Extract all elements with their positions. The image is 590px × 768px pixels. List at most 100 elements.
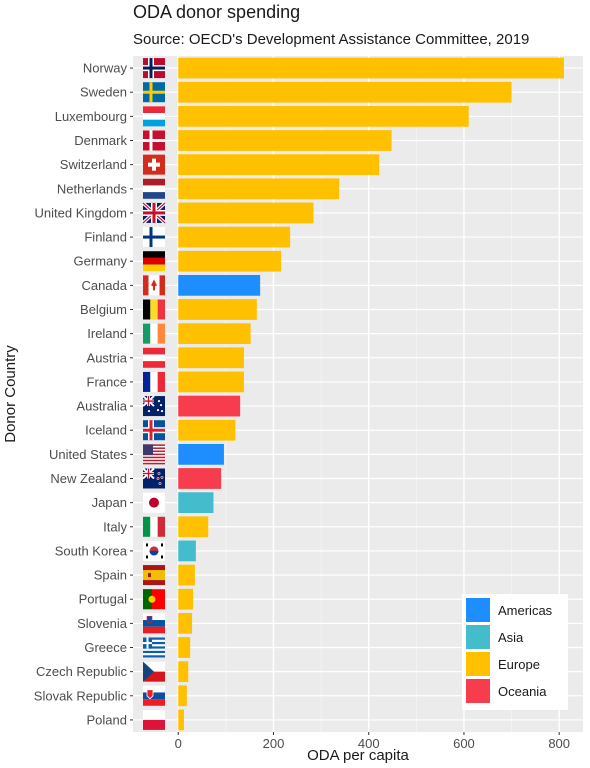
germany-flag [143,251,165,272]
greece-flag [143,637,165,658]
bar [178,661,189,683]
bar [178,516,209,538]
finland-flag [143,227,165,248]
legend-label: Americas [498,603,553,618]
belgium-flag [143,299,165,320]
legend-key [466,652,490,676]
bar [178,419,236,441]
bars [178,57,564,731]
bar [178,709,184,731]
y-tick-label: Japan [92,495,127,510]
czech-republic-flag [143,661,165,682]
x-axis: 0 200 400 600 800 [175,732,570,751]
legend-label: Oceania [498,684,547,699]
bar [178,57,564,79]
bar [178,347,244,369]
bar [178,323,251,345]
chart-subtitle: Source: OECD's Development Assistance Co… [133,31,530,48]
bar [178,226,291,248]
bar [178,443,224,465]
y-tick-label: Portugal [79,592,128,607]
y-tick-label: Netherlands [57,181,128,196]
slovak-republic-flag [143,685,165,706]
canada-flag [143,275,165,296]
bar [178,588,193,610]
bar [178,612,193,634]
y-tick-label: Poland [87,712,127,727]
legend: Americas Asia Europe Oceania [462,594,568,710]
luxembourg-flag [143,106,165,127]
bar [178,492,214,514]
y-tick-label: Greece [84,640,127,655]
x-tick-label: 0 [175,736,182,751]
iceland-flag [143,420,165,441]
norway-flag [143,58,165,79]
sweden-flag [143,82,165,103]
y-tick-label: Germany [74,254,128,269]
y-axis-label: Donor Country [2,345,19,443]
x-tick-label: 400 [358,736,380,751]
bar [178,637,191,658]
ireland-flag [143,323,165,344]
y-tick-label: Finland [84,230,127,245]
bar [178,81,512,103]
bar [178,299,257,320]
x-axis-label: ODA per capita [307,747,409,764]
bar [178,105,469,127]
y-tick-label: Luxembourg [55,109,127,124]
bar [178,685,187,707]
y-tick-label: Australia [76,399,127,414]
united-kingdom-flag [141,201,167,225]
y-tick-labels: Norway Sweden Luxembourg Denmark Switzerland… [34,61,133,727]
flags [141,58,167,730]
united-states-flag [143,444,165,465]
x-tick-label: 600 [453,736,475,751]
poland-flag [143,709,165,730]
france-flag [143,371,165,392]
bar [178,395,241,417]
legend-label: Europe [498,657,540,672]
y-tick-label: Slovenia [77,616,128,631]
slovenia-flag [143,613,165,634]
y-tick-label: Iceland [85,423,127,438]
bar [178,564,195,586]
bar [178,154,380,176]
y-tick-label: United Kingdom [35,205,128,220]
y-tick-label: United States [49,447,128,462]
y-tick-label: Belgium [80,302,127,317]
y-tick-label: Switzerland [60,157,127,172]
switzerland-flag [143,154,165,175]
bar [178,178,340,200]
y-tick-label: Slovak Republic [34,688,128,703]
south-korea-flag [143,540,165,561]
japan-flag [143,492,165,513]
y-tick-label: France [87,374,127,389]
y-tick-label: Denmark [74,133,127,148]
spain-flag [143,565,165,586]
legend-label: Asia [498,630,524,645]
bar [178,274,261,296]
legend-key [466,679,490,703]
y-tick-label: Austria [87,350,128,365]
netherlands-flag [143,178,165,199]
new-zealand-flag [142,467,165,489]
y-tick-label: Sweden [80,85,127,100]
bar [178,371,244,393]
y-tick-label: Norway [83,61,128,76]
denmark-flag [143,130,165,151]
bar [178,130,392,151]
y-tick-label: Ireland [87,326,127,341]
legend-key [466,598,490,622]
y-tick-label: Spain [94,568,127,583]
legend-key [466,625,490,649]
y-tick-label: New Zealand [50,471,127,486]
bar [178,202,314,224]
y-tick-label: Italy [103,519,127,534]
bar [178,540,196,562]
portugal-flag [143,589,165,610]
y-tick-label: Czech Republic [36,664,128,679]
x-tick-label: 800 [548,736,570,751]
bar [178,250,282,272]
y-tick-label: South Korea [55,543,128,558]
